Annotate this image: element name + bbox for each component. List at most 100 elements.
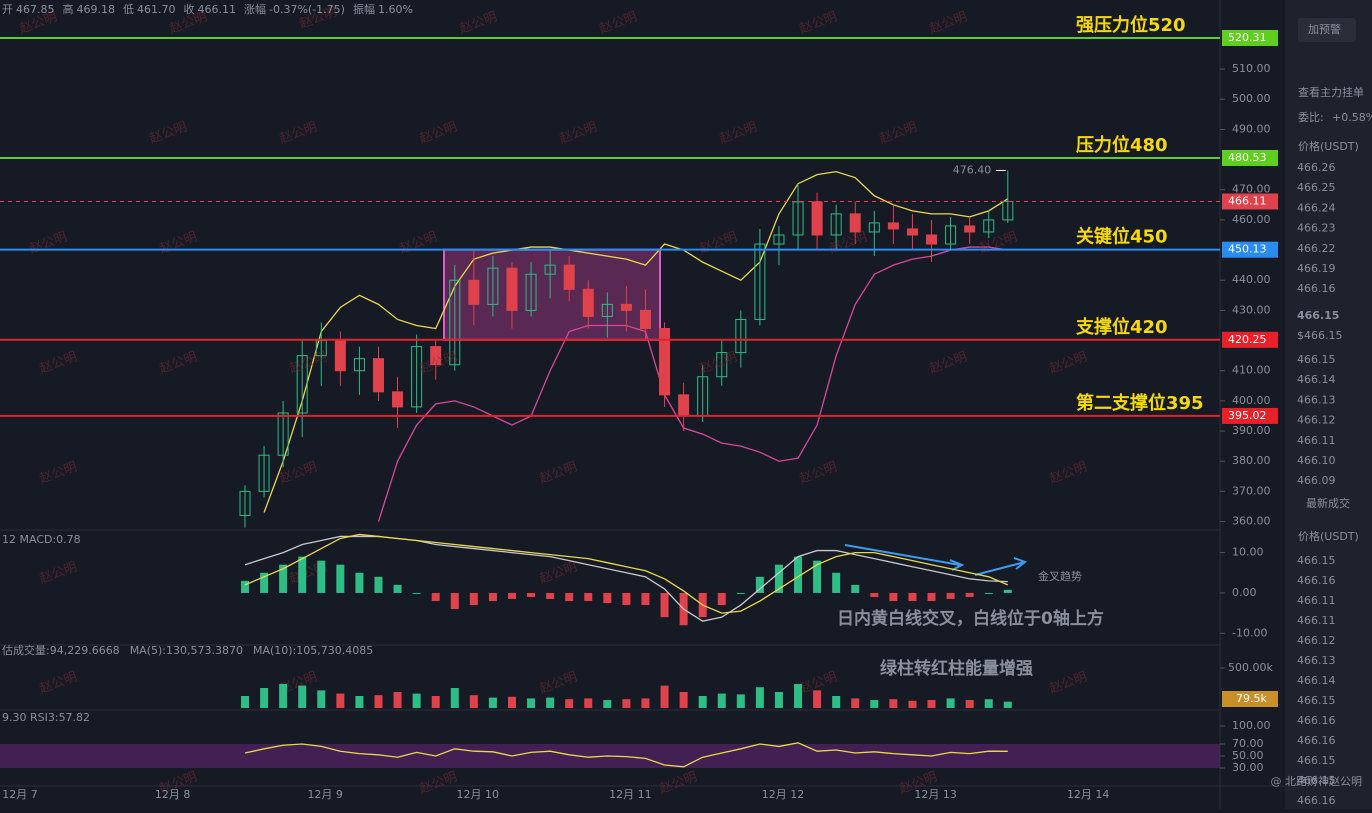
trade-price: 466.16 (1297, 794, 1336, 807)
ask-price: 466.25 (1297, 181, 1336, 194)
x-tick-label: 12月 8 (155, 788, 191, 801)
volume-bar (698, 696, 707, 708)
price-box (1222, 193, 1278, 210)
candle-body (487, 267, 499, 305)
y-tick-label: 50.00 (1232, 749, 1264, 762)
macd-note: 日内黄白线交叉，白线位于0轴上方 (837, 608, 1104, 629)
volume-label: MA(10):105,730.4085 (253, 644, 373, 657)
volume-bar (507, 696, 516, 708)
bid-price: 466.13 (1297, 393, 1336, 406)
volume-bar (927, 700, 936, 708)
bid-price: 466.15 (1297, 353, 1336, 366)
volume-bar (584, 698, 593, 708)
ratio: +0.58% (1332, 111, 1372, 124)
bid-price: 466.09 (1297, 474, 1336, 487)
y-tick-label: 410.00 (1232, 364, 1271, 377)
volume-bar (546, 697, 555, 708)
trade-price: 466.14 (1297, 674, 1336, 687)
ask-price: 466.16 (1297, 282, 1336, 295)
macd-bar (412, 592, 421, 594)
volume-bar (393, 692, 402, 708)
candle-body (887, 222, 899, 230)
price-box (1222, 407, 1278, 424)
macd-bar (298, 556, 307, 593)
trade-price: 466.15 (1297, 774, 1336, 787)
header-item: 低 (123, 3, 134, 16)
macd-bar (584, 592, 593, 602)
volume-bar (717, 693, 726, 708)
arrow (844, 544, 965, 571)
y-tick-label: 0.00 (1232, 586, 1257, 599)
candle-body (964, 225, 976, 233)
macd-bar (984, 592, 993, 594)
price-box (1222, 29, 1278, 46)
macd-bar (870, 592, 879, 597)
candle-body (754, 243, 766, 320)
volume-bar (679, 692, 688, 708)
candle-body (277, 412, 289, 456)
volume-bar (660, 685, 669, 708)
macd-bar (889, 592, 898, 602)
alert-button[interactable] (1298, 18, 1356, 42)
bid-price: 466.12 (1297, 414, 1336, 427)
bid-price: 466.14 (1297, 373, 1336, 386)
macd-bar (317, 560, 326, 593)
volume-bar (565, 699, 574, 708)
macd-bar (260, 572, 269, 593)
y-tick-label: 380.00 (1232, 454, 1271, 467)
x-tick-label: 12月 9 (307, 788, 343, 801)
rsi-label: 9.30 RSI3:57.82 (2, 711, 90, 724)
volume-bar (832, 696, 841, 708)
price-box (1222, 149, 1278, 166)
volume-bar (870, 700, 879, 708)
x-tick-label: 12月 12 (762, 788, 805, 801)
y-tick-label: 10.00 (1232, 546, 1264, 559)
candle-body (868, 222, 880, 233)
macd-bar (641, 592, 650, 606)
candle-body (678, 394, 690, 417)
macd-bar (794, 556, 803, 593)
level-label: 支撑位420 (1075, 316, 1168, 338)
y-tick-label: 490.00 (1232, 122, 1271, 135)
volume-bar (431, 696, 440, 708)
y-tick-label: 100.00 (1232, 719, 1271, 732)
macd-bar (736, 592, 745, 594)
side-panel (1285, 0, 1372, 809)
volume-bar (774, 692, 783, 708)
volume-bar (622, 699, 631, 708)
macd-bar (469, 592, 478, 606)
header-item: 高 (63, 2, 74, 16)
trade-price: 466.15 (1297, 694, 1336, 707)
price-box-label: 520.31 (1228, 31, 1267, 44)
macd-bar (279, 564, 288, 593)
price-box-label: 395.02 (1228, 409, 1267, 422)
candle-body (773, 234, 785, 245)
y-tick-label: 460.00 (1232, 213, 1271, 226)
volume-bar (374, 695, 383, 708)
candle-body (945, 225, 957, 245)
price-box-label: 450.13 (1228, 243, 1267, 256)
candle-body (449, 279, 461, 366)
trade-price: 466.16 (1297, 714, 1336, 727)
price-box-label: 480.53 (1228, 151, 1267, 164)
x-tick-label: 12月 13 (914, 788, 957, 801)
dif-line (244, 535, 1008, 622)
candle-body (525, 273, 537, 311)
header-item: 467.85 (16, 3, 55, 16)
macd-bar (832, 572, 841, 593)
ask-price: 466.22 (1297, 242, 1336, 255)
candle-body (544, 264, 556, 275)
volume-box (1222, 691, 1278, 707)
price-panel (239, 170, 1014, 528)
candle-body (639, 309, 651, 329)
header-item: 开 (2, 3, 13, 16)
candle-body (372, 358, 384, 393)
volume-bar (984, 699, 993, 708)
plot-bg (0, 0, 1220, 809)
macd-bar (774, 564, 783, 593)
macd-bar (507, 592, 516, 599)
volume-bar (908, 700, 917, 708)
header-item: 461.70 (137, 3, 176, 16)
